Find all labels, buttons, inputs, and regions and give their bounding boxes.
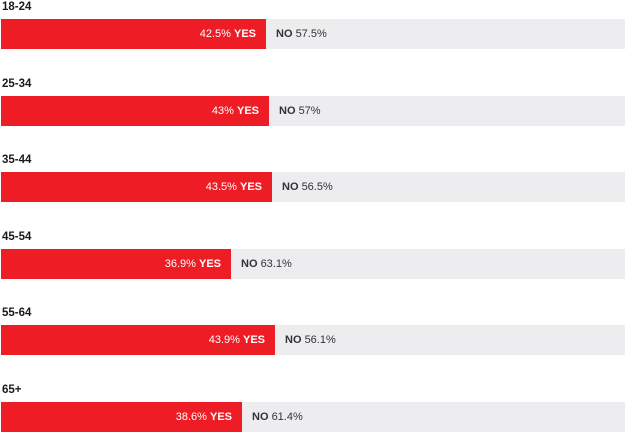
category-label: 55-64: [2, 307, 32, 319]
no-series-name: NO: [279, 105, 296, 117]
yes-bar: [1, 96, 269, 126]
category-label: 18-24: [2, 1, 32, 13]
yes-value: 36.9%: [164, 258, 196, 270]
yes-value-label: 36.9% YES: [1, 249, 231, 279]
no-value: 56.1%: [304, 334, 336, 346]
category-label: 65+: [2, 384, 22, 396]
yes-value-label: 43% YES: [1, 96, 269, 126]
category-label: 35-44: [2, 154, 32, 166]
yes-value-label: 42.5% YES: [1, 19, 266, 49]
no-value-label: NO 56.5%: [282, 172, 333, 202]
yes-value-label: 43.5% YES: [1, 172, 272, 202]
no-bar: 43.5% YES NO 56.5%: [1, 172, 625, 202]
yes-series-name: YES: [198, 258, 221, 270]
yes-series-name: YES: [236, 105, 259, 117]
bar-group: 65+ 38.6% YES NO 61.4%: [0, 383, 625, 433]
no-value-label: NO 61.4%: [252, 402, 303, 432]
yes-bar: [1, 19, 266, 49]
no-value: 61.4%: [271, 411, 303, 423]
no-series-name: NO: [241, 258, 258, 270]
no-bar: 42.5% YES NO 57.5%: [1, 19, 625, 49]
no-series-name: NO: [276, 28, 293, 40]
no-series-name: NO: [282, 181, 299, 193]
no-series-name: NO: [252, 411, 269, 423]
yes-value: 38.6%: [175, 411, 207, 423]
no-bar: 38.6% YES NO 61.4%: [1, 402, 625, 432]
bar-group: 18-24 42.5% YES NO 57.5%: [0, 0, 625, 50]
no-value: 63.1%: [260, 258, 292, 270]
yes-value: 42.5%: [199, 28, 231, 40]
yes-bar: [1, 402, 242, 432]
bar-group: 45-54 36.9% YES NO 63.1%: [0, 230, 625, 280]
bar-group: 55-64 43.9% YES NO 56.1%: [0, 306, 625, 356]
yes-bar: [1, 325, 275, 355]
no-value-label: NO 57%: [279, 96, 321, 126]
no-value-label: NO 56.1%: [285, 325, 336, 355]
yes-value: 43.9%: [208, 334, 240, 346]
yes-bar: [1, 249, 231, 279]
yes-bar: [1, 172, 272, 202]
bar-group: 25-34 43% YES NO 57%: [0, 77, 625, 127]
no-value: 56.5%: [301, 181, 333, 193]
yes-series-name: YES: [209, 411, 232, 423]
no-value-label: NO 57.5%: [276, 19, 327, 49]
yes-series-name: YES: [233, 28, 256, 40]
no-bar: 43% YES NO 57%: [1, 96, 625, 126]
no-value-label: NO 63.1%: [241, 249, 292, 279]
no-bar: 43.9% YES NO 56.1%: [1, 325, 625, 355]
no-bar: 36.9% YES NO 63.1%: [1, 249, 625, 279]
no-value: 57%: [298, 105, 321, 117]
category-label: 25-34: [2, 78, 32, 90]
no-value: 57.5%: [295, 28, 327, 40]
yes-value-label: 43.9% YES: [1, 325, 275, 355]
yes-value: 43.5%: [205, 181, 237, 193]
yes-series-name: YES: [242, 334, 265, 346]
category-label: 45-54: [2, 231, 32, 243]
yes-value-label: 38.6% YES: [1, 402, 242, 432]
bar-group: 35-44 43.5% YES NO 56.5%: [0, 153, 625, 203]
no-series-name: NO: [285, 334, 302, 346]
yes-value: 43%: [211, 105, 234, 117]
yes-series-name: YES: [239, 181, 262, 193]
